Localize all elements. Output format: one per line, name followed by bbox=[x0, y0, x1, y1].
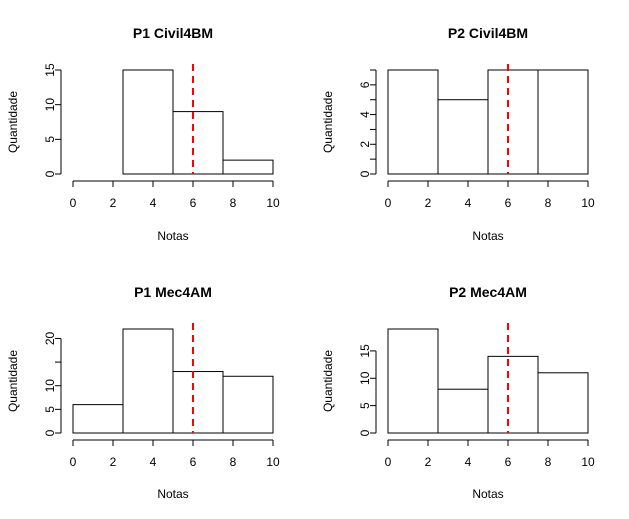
x-tick-label: 4 bbox=[465, 196, 472, 210]
x-tick-label: 8 bbox=[545, 455, 552, 469]
histogram-bar bbox=[387, 69, 439, 175]
x-axis-label: Notas bbox=[472, 487, 503, 501]
y-tick-label: 20 bbox=[43, 331, 57, 345]
x-tick-label: 2 bbox=[425, 455, 432, 469]
x-tick-label: 10 bbox=[266, 455, 280, 469]
y-tick-label: 2 bbox=[358, 141, 372, 148]
y-axis-label: Quantidade bbox=[321, 91, 335, 153]
histogram-bar bbox=[172, 111, 224, 175]
histogram-panel: P1 Civil4BM 0 2 4 6 8 10 0 5 10 15 Notas Quantidade bbox=[6, 25, 280, 243]
x-axis-label: Notas bbox=[157, 487, 188, 501]
histogram-bar bbox=[487, 355, 539, 434]
histogram-panel: P1 Mec4AM 0 2 4 6 8 10 0 5 10 20 Notas Quantidade bbox=[6, 284, 280, 501]
chart-title: P2 Civil4BM bbox=[448, 25, 528, 41]
x-tick-label: 6 bbox=[505, 196, 512, 210]
y-tick-label: 0 bbox=[43, 429, 57, 436]
histogram-bar bbox=[122, 328, 174, 434]
histogram-bar bbox=[437, 388, 489, 434]
x-tick-label: 2 bbox=[110, 196, 117, 210]
y-tick-label: 0 bbox=[43, 170, 57, 177]
y-tick-label: 5 bbox=[43, 136, 57, 143]
x-tick-label: 0 bbox=[70, 196, 77, 210]
x-tick-label: 8 bbox=[230, 455, 237, 469]
x-tick-label: 4 bbox=[465, 455, 472, 469]
y-tick-label: 0 bbox=[358, 170, 372, 177]
x-tick-label: 6 bbox=[190, 455, 197, 469]
y-tick-label: 6 bbox=[358, 81, 372, 88]
histogram-bar bbox=[387, 328, 439, 434]
y-axis-label: Quantidade bbox=[321, 350, 335, 412]
y-tick-label: 4 bbox=[358, 111, 372, 118]
histogram-panel: P2 Mec4AM 0 2 4 6 8 10 0 5 10 15 Notas Quantidade bbox=[321, 284, 595, 501]
histogram-bar bbox=[122, 69, 174, 175]
x-axis-label: Notas bbox=[472, 229, 503, 243]
x-tick-label: 0 bbox=[385, 455, 392, 469]
x-tick-label: 8 bbox=[545, 196, 552, 210]
histogram-bar bbox=[222, 159, 274, 175]
x-tick-label: 0 bbox=[385, 196, 392, 210]
x-axis-label: Notas bbox=[157, 229, 188, 243]
chart-title: P1 Mec4AM bbox=[134, 284, 212, 300]
x-tick-label: 2 bbox=[110, 455, 117, 469]
x-tick-label: 8 bbox=[230, 196, 237, 210]
x-tick-label: 6 bbox=[505, 455, 512, 469]
histogram-bar bbox=[487, 69, 539, 175]
chart-title: P1 Civil4BM bbox=[133, 25, 213, 41]
x-tick-label: 10 bbox=[266, 196, 280, 210]
y-tick-label: 5 bbox=[358, 402, 372, 409]
histogram-bar bbox=[72, 404, 124, 434]
y-tick-label: 0 bbox=[358, 429, 372, 436]
histogram-panel: P2 Civil4BM 0 2 4 6 8 10 0 2 4 6 Notas Quantidade bbox=[321, 25, 595, 243]
x-tick-label: 10 bbox=[581, 196, 595, 210]
histogram-bar bbox=[172, 371, 224, 434]
y-tick-label: 10 bbox=[358, 371, 372, 385]
y-tick-label: 15 bbox=[358, 344, 372, 358]
x-tick-label: 4 bbox=[150, 196, 157, 210]
histogram-bar bbox=[222, 375, 274, 434]
y-tick-label: 5 bbox=[43, 406, 57, 413]
x-tick-label: 4 bbox=[150, 455, 157, 469]
x-tick-label: 6 bbox=[190, 196, 197, 210]
x-tick-label: 2 bbox=[425, 196, 432, 210]
histogram-bar bbox=[437, 99, 489, 175]
y-tick-label: 10 bbox=[43, 98, 57, 112]
x-tick-label: 10 bbox=[581, 455, 595, 469]
y-tick-label: 15 bbox=[43, 63, 57, 77]
x-tick-label: 0 bbox=[70, 455, 77, 469]
histogram-bar bbox=[537, 372, 589, 434]
y-tick-label: 10 bbox=[43, 379, 57, 393]
chart-title: P2 Mec4AM bbox=[449, 284, 527, 300]
histogram-bar bbox=[537, 69, 589, 175]
y-axis-label: Quantidade bbox=[6, 350, 20, 412]
y-axis-label: Quantidade bbox=[6, 91, 20, 153]
